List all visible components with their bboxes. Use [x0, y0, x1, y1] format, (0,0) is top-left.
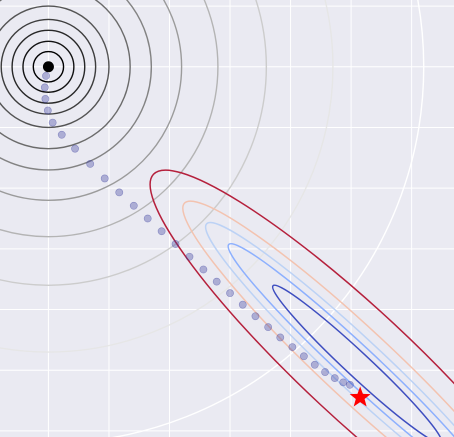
path-point: [345, 380, 354, 389]
path-point: [330, 374, 339, 383]
path-point: [86, 159, 95, 168]
path-point: [171, 240, 180, 248]
gray-contour-line: [0, 0, 131, 150]
gray-contour-line: [32, 50, 65, 83]
path-point: [100, 174, 109, 183]
path-point: [43, 106, 52, 115]
gray-contour-line: [0, 0, 183, 201]
path-point: [212, 277, 221, 286]
markers: [42, 61, 371, 407]
path-point: [288, 343, 297, 352]
path-point: [276, 333, 285, 342]
optimization-path: [40, 62, 354, 389]
path-point: [48, 118, 57, 127]
gray-contour-set: [0, 0, 425, 437]
path-point: [185, 252, 194, 261]
path-point: [40, 83, 49, 92]
gray-contour-line: [0, 0, 267, 286]
path-point: [251, 312, 260, 321]
path-point: [57, 130, 66, 139]
path-point: [310, 360, 319, 369]
path-point: [299, 352, 308, 361]
gray-contour-line: [0, 5, 110, 129]
colored-contour-line: [182, 200, 454, 437]
path-point: [143, 214, 152, 223]
gray-contour-line: [22, 40, 75, 93]
colored-contour-line: [149, 169, 454, 437]
optimum-star-marker: [349, 386, 371, 407]
path-point: [129, 201, 138, 210]
path-point: [339, 378, 348, 387]
colored-contour-line: [271, 284, 443, 437]
path-point: [41, 95, 50, 103]
path-point: [238, 300, 247, 309]
path-point: [226, 289, 234, 298]
start-point-marker: [42, 61, 54, 73]
colored-contour-set: [149, 169, 454, 437]
gray-contour-line: [111, 0, 425, 437]
path-point: [115, 188, 124, 197]
colored-contour-line: [227, 242, 454, 437]
path-point: [42, 71, 50, 80]
gray-contour-line: [0, 0, 153, 171]
gray-contour-line: [11, 29, 86, 104]
gray-contour-line: [0, 0, 334, 353]
path-point: [157, 227, 166, 236]
gray-contour-line: [0, 0, 219, 238]
gray-contour-line: [0, 18, 97, 115]
path-point: [264, 323, 273, 332]
path-point: [71, 144, 79, 153]
colored-contour-line: [204, 221, 454, 437]
path-point: [199, 265, 208, 274]
path-point: [321, 368, 329, 376]
